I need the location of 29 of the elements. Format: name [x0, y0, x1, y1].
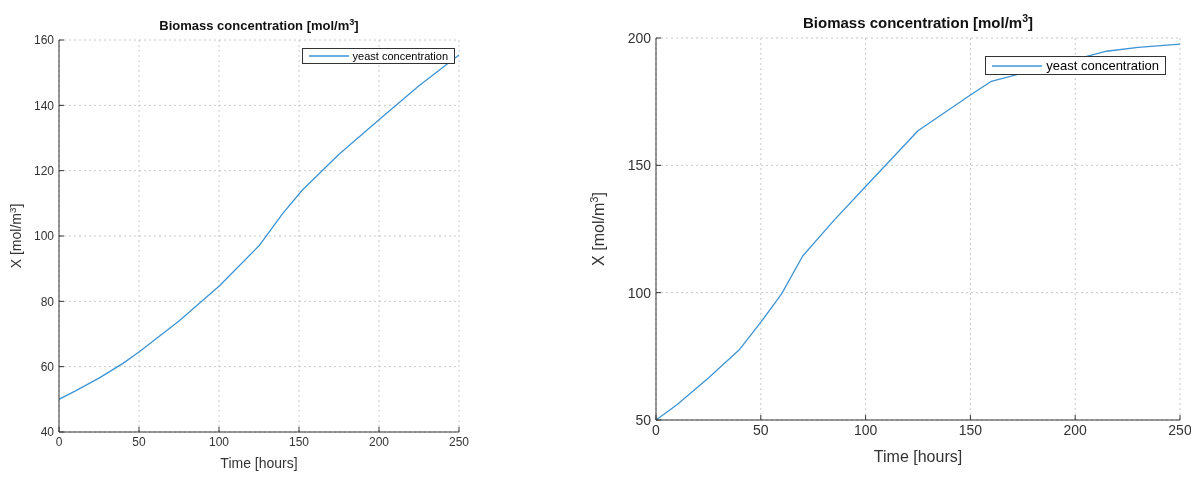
y-tick-label: 100 — [627, 284, 652, 301]
x-tick-label: 200 — [368, 434, 390, 449]
x-tick-label: 150 — [288, 434, 310, 449]
x-axis-title: Time [hours] — [873, 448, 963, 465]
legend-label: yeast concentration — [1046, 58, 1159, 73]
x-tick-label: 250 — [1168, 421, 1192, 438]
y-tick-label: 40 — [40, 425, 55, 440]
x-tick-label: 0 — [55, 434, 63, 449]
x-axis-title: Time [hours] — [220, 455, 298, 471]
x-tick-label: 50 — [132, 434, 146, 449]
y-tick-label: 140 — [33, 98, 55, 113]
y-tick-label: 100 — [33, 229, 55, 244]
y-tick-label: 80 — [40, 294, 55, 309]
y-tick-label: 200 — [627, 29, 652, 46]
y-tick-label: 120 — [33, 163, 55, 178]
x-tick-label: 150 — [958, 421, 983, 438]
x-tick-label: 50 — [753, 421, 769, 438]
x-tick-label: 100 — [853, 421, 878, 438]
line-series — [59, 54, 459, 400]
y-tick-label: 160 — [33, 33, 55, 48]
y-tick-label: 150 — [627, 157, 652, 174]
x-tick-label: 100 — [208, 434, 230, 449]
legend-label: yeast concentration — [352, 50, 448, 62]
x-tick-label: 250 — [448, 434, 470, 449]
x-tick-label: 200 — [1063, 421, 1088, 438]
chart-title: Biomass concentration [mol/m$^{3}$] — [159, 17, 359, 33]
y-tick-label: 60 — [40, 359, 55, 374]
chart-title: Biomass concentration [mol/m$^{3}$] — [802, 12, 1034, 31]
x-tick-label: 0 — [652, 421, 661, 438]
